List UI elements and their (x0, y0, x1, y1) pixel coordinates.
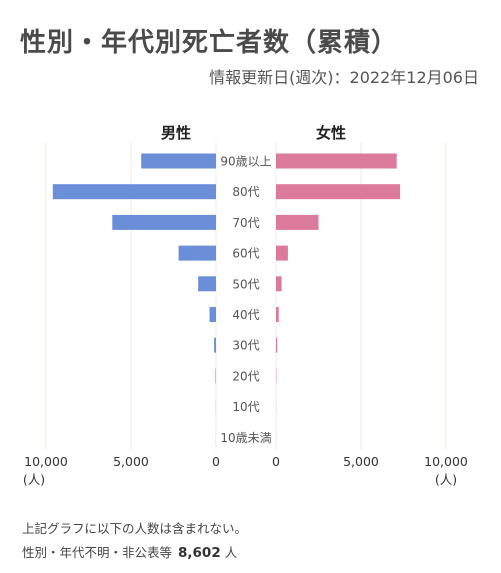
exclusion-note: 上記グラフに以下の人数は含まれない。 (22, 521, 248, 536)
bar-female-1 (276, 184, 401, 200)
bar-female-0 (276, 153, 397, 169)
tick-left-1: 5,000 (113, 454, 149, 469)
bar-male-0 (141, 153, 216, 169)
category-label-8: 10代 (232, 400, 259, 414)
excluded-unit: 人 (224, 545, 238, 560)
bar-male-4 (198, 276, 216, 292)
series-label-female: 女性 (316, 124, 346, 142)
category-label-3: 60代 (232, 247, 259, 261)
unit-label-right: (人) (435, 472, 457, 487)
category-label-0: 90歳以上 (220, 155, 271, 169)
category-label-6: 30代 (232, 339, 259, 353)
series-label-male: 男性 (161, 124, 191, 142)
page-title: 性別・年代別死亡者数（累積） (20, 28, 399, 58)
bar-male-6 (214, 337, 216, 353)
bar-male-2 (112, 214, 216, 230)
bar-male-7 (215, 368, 216, 384)
category-label-9: 10歳未満 (220, 431, 271, 445)
butterfly-chart: 男性 女性 90歳以上 80代 70代 60代 50代 40代 30代 20代 10代 10歳未満 10… (23, 124, 468, 487)
excluded-label: 性別・年代不明・非公表等 (22, 545, 173, 560)
bar-male-3 (178, 245, 216, 261)
bar-female-3 (276, 245, 288, 261)
update-date: 情報更新日(週次)：2022年12月06日 (209, 68, 479, 87)
tick-left-0: 10,000 (24, 454, 68, 469)
bar-male-5 (209, 307, 216, 322)
category-label-1: 80代 (232, 185, 259, 199)
unit-label-left: (人) (23, 472, 45, 487)
tick-left-2: 0 (212, 454, 220, 469)
tick-right-2: 0 (272, 454, 280, 469)
excluded-value: 8,602 (178, 545, 221, 561)
bar-female-4 (276, 276, 282, 292)
bar-male-1 (52, 184, 216, 200)
tick-right-0: 10,000 (424, 454, 468, 469)
category-label-7: 20代 (232, 369, 259, 383)
excluded-count: 性別・年代不明・非公表等 8,602 人 (22, 542, 237, 561)
category-label-5: 40代 (232, 308, 259, 322)
category-label-4: 50代 (232, 277, 259, 291)
category-label-2: 70代 (232, 216, 259, 230)
bar-female-5 (276, 307, 279, 322)
tick-right-1: 5,000 (343, 454, 379, 469)
bar-female-2 (276, 214, 319, 230)
bar-female-6 (276, 337, 278, 353)
